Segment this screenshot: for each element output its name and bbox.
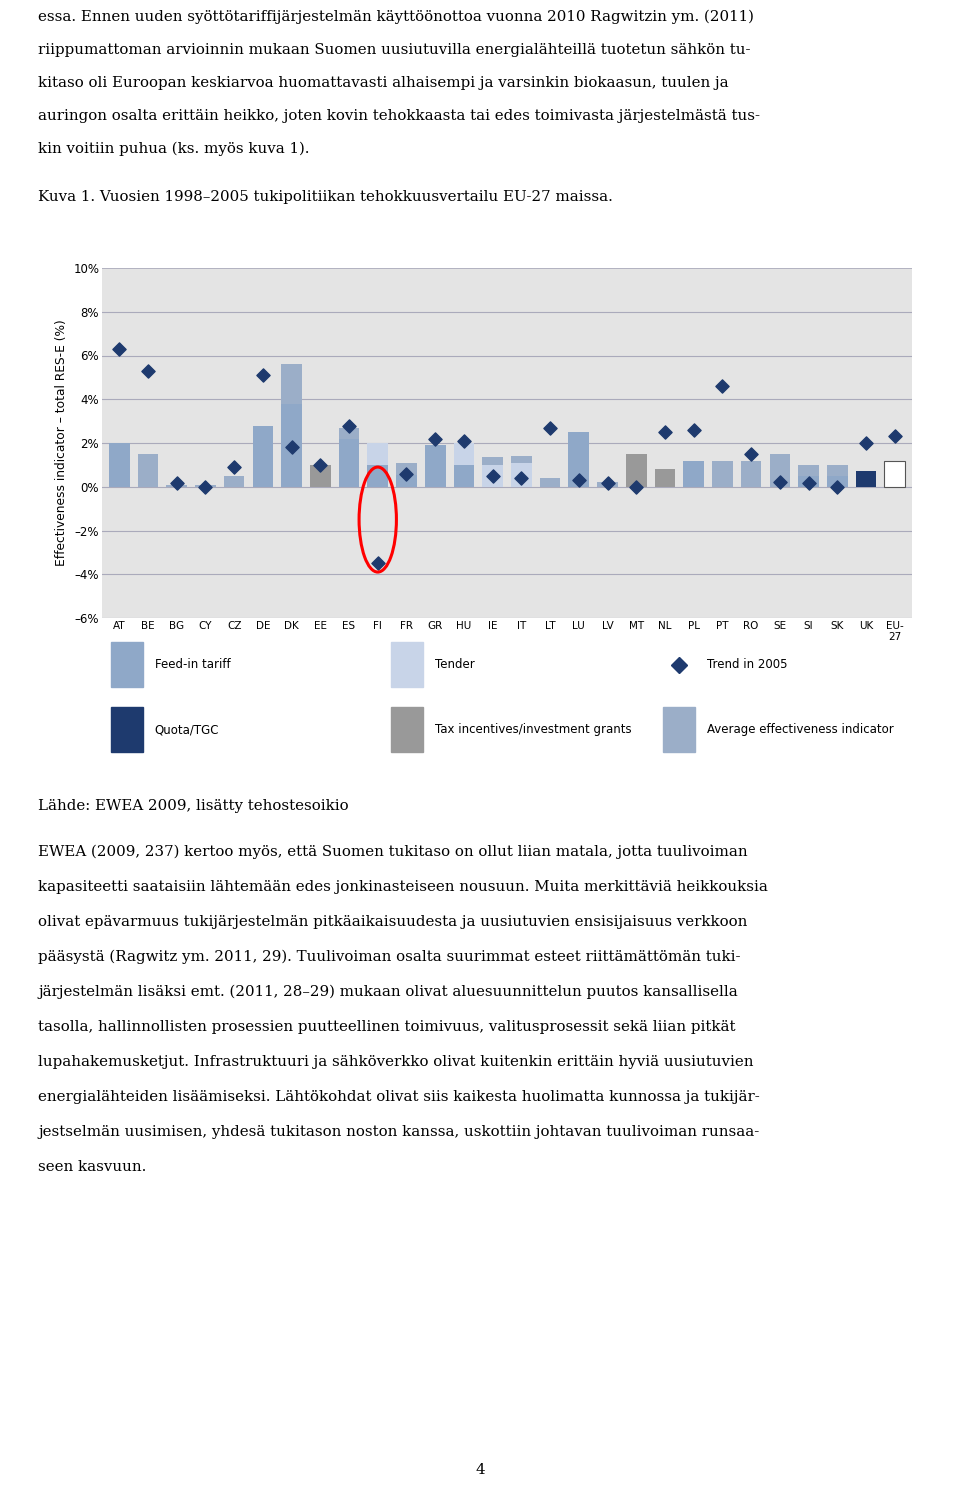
Text: auringon osalta erittäin heikko, joten kovin tehokkaasta tai edes toimivasta jär: auringon osalta erittäin heikko, joten k… — [38, 110, 760, 123]
Bar — [712, 461, 732, 486]
Point — [801, 471, 816, 495]
Text: olivat epävarmuus tukijärjestelmän pitkäaikaisuudesta ja uusiutuvien ensisijaisu: olivat epävarmuus tukijärjestelmän pitkä… — [38, 916, 748, 929]
Bar — [741, 461, 761, 486]
Bar — [368, 443, 388, 465]
Point — [658, 420, 673, 444]
Point — [398, 462, 414, 486]
Bar — [568, 432, 589, 486]
Text: energialähteiden lisäämiseksi. Lähtökohdat olivat siis kaikesta huolimatta kunno: energialähteiden lisäämiseksi. Lähtökohd… — [38, 1090, 759, 1105]
Point — [485, 464, 500, 488]
Bar — [655, 470, 675, 486]
Bar — [770, 453, 790, 486]
Bar — [453, 465, 474, 486]
Text: seen kasvuun.: seen kasvuun. — [38, 1160, 146, 1174]
Text: Trend in 2005: Trend in 2005 — [708, 659, 788, 671]
Bar — [166, 485, 187, 486]
Point — [686, 417, 702, 441]
Bar — [827, 476, 848, 486]
Point — [427, 426, 443, 450]
Text: 4: 4 — [475, 1463, 485, 1477]
Bar — [855, 471, 876, 486]
Point — [600, 471, 615, 495]
Point — [169, 471, 184, 495]
Bar — [252, 425, 274, 486]
Text: essa. Ennen uuden syöttötariffijärjestelmän käyttöönottoa vuonna 2010 Ragwitzin : essa. Ennen uuden syöttötariffijärjestel… — [38, 11, 754, 24]
Point — [629, 474, 644, 498]
Bar — [884, 461, 905, 486]
Bar — [482, 458, 503, 465]
Text: Tax incentives/investment grants: Tax incentives/investment grants — [435, 723, 632, 737]
Bar — [511, 462, 532, 486]
Point — [715, 374, 731, 398]
Bar — [339, 428, 359, 438]
Text: Quota/TGC: Quota/TGC — [155, 723, 219, 737]
Bar — [391, 642, 423, 687]
Text: lupahakemusketjut. Infrastruktuuri ja sähköverkko olivat kuitenkin erittäin hyvi: lupahakemusketjut. Infrastruktuuri ja sä… — [38, 1055, 754, 1069]
Text: Kuva 1. Vuosien 1998–2005 tukipolitiikan tehokkuusvertailu EU-27 maissa.: Kuva 1. Vuosien 1998–2005 tukipolitiikan… — [38, 191, 612, 204]
Bar — [391, 707, 423, 752]
Text: kapasiteetti saataisiin lähtemään edes jonkinasteiseen nousuun. Muita merkittävi: kapasiteetti saataisiin lähtemään edes j… — [38, 880, 768, 895]
Point — [514, 465, 529, 489]
Text: riippumattoman arvioinnin mukaan Suomen uusiutuvilla energialähteillä tuotetun s: riippumattoman arvioinnin mukaan Suomen … — [38, 44, 751, 57]
Point — [542, 416, 558, 440]
Y-axis label: Effectiveness indicator – total RES-E (%): Effectiveness indicator – total RES-E (%… — [55, 320, 67, 566]
Bar — [110, 707, 143, 752]
Text: Feed-in tariff: Feed-in tariff — [155, 659, 230, 671]
Point — [887, 425, 902, 449]
Bar — [339, 438, 359, 486]
Bar — [137, 453, 158, 486]
Bar — [453, 443, 474, 465]
Bar — [368, 465, 388, 486]
Text: Tender: Tender — [435, 659, 475, 671]
Point — [571, 468, 587, 492]
Point — [456, 429, 471, 453]
Bar — [396, 462, 417, 474]
Point — [111, 336, 127, 360]
Text: tasolla, hallinnollisten prosessien puutteellinen toimivuus, valitusprosessit se: tasolla, hallinnollisten prosessien puut… — [38, 1021, 735, 1034]
Bar — [396, 474, 417, 486]
Point — [284, 435, 300, 459]
Bar — [281, 404, 301, 486]
Text: järjestelmän lisäksi emt. (2011, 28–29) mukaan olivat aluesuunnittelun puutos ka: järjestelmän lisäksi emt. (2011, 28–29) … — [38, 985, 737, 1000]
Point — [829, 474, 845, 498]
Point — [858, 431, 874, 455]
Bar — [597, 482, 618, 486]
Bar — [511, 456, 532, 462]
Bar — [884, 461, 905, 486]
Text: jestselmän uusimisen, yhdesä tukitason noston kanssa, uskottiin johtavan tuulivo: jestselmän uusimisen, yhdesä tukitason n… — [38, 1126, 759, 1139]
Bar — [482, 465, 503, 486]
Text: Average effectiveness indicator: Average effectiveness indicator — [708, 723, 894, 737]
Text: EWEA (2009, 237) kertoo myös, että Suomen tukitaso on ollut liian matala, jotta : EWEA (2009, 237) kertoo myös, että Suome… — [38, 845, 748, 860]
Point — [198, 474, 213, 498]
Bar — [108, 443, 130, 486]
Point — [227, 455, 242, 479]
Bar — [195, 485, 216, 486]
Text: pääsystä (Ragwitz ym. 2011, 29). Tuulivoiman osalta suurimmat esteet riittämättö: pääsystä (Ragwitz ym. 2011, 29). Tuulivo… — [38, 950, 740, 964]
Point — [772, 470, 787, 494]
Text: Lähde: EWEA 2009, lisätty tehostesoikio: Lähde: EWEA 2009, lisätty tehostesoikio — [38, 799, 348, 814]
Bar — [799, 476, 819, 486]
Point — [342, 413, 357, 437]
Bar — [684, 461, 704, 486]
Point — [140, 359, 156, 383]
Bar — [626, 453, 647, 486]
Bar — [110, 642, 143, 687]
Text: kin voitiin puhua (ks. myös kuva 1).: kin voitiin puhua (ks. myös kuva 1). — [38, 143, 309, 156]
Point — [370, 551, 385, 575]
Bar — [663, 707, 695, 752]
Bar — [540, 477, 561, 486]
Bar — [799, 465, 819, 476]
Text: kitaso oli Euroopan keskiarvoa huomattavasti alhaisempi ja varsinkin biokaasun, : kitaso oli Euroopan keskiarvoa huomattav… — [38, 77, 729, 90]
Point — [743, 441, 758, 465]
Point — [313, 453, 328, 477]
Bar — [425, 446, 445, 486]
Point — [255, 363, 271, 387]
Bar — [310, 465, 330, 486]
Bar — [224, 476, 245, 486]
Bar — [827, 465, 848, 476]
Bar — [281, 365, 301, 404]
